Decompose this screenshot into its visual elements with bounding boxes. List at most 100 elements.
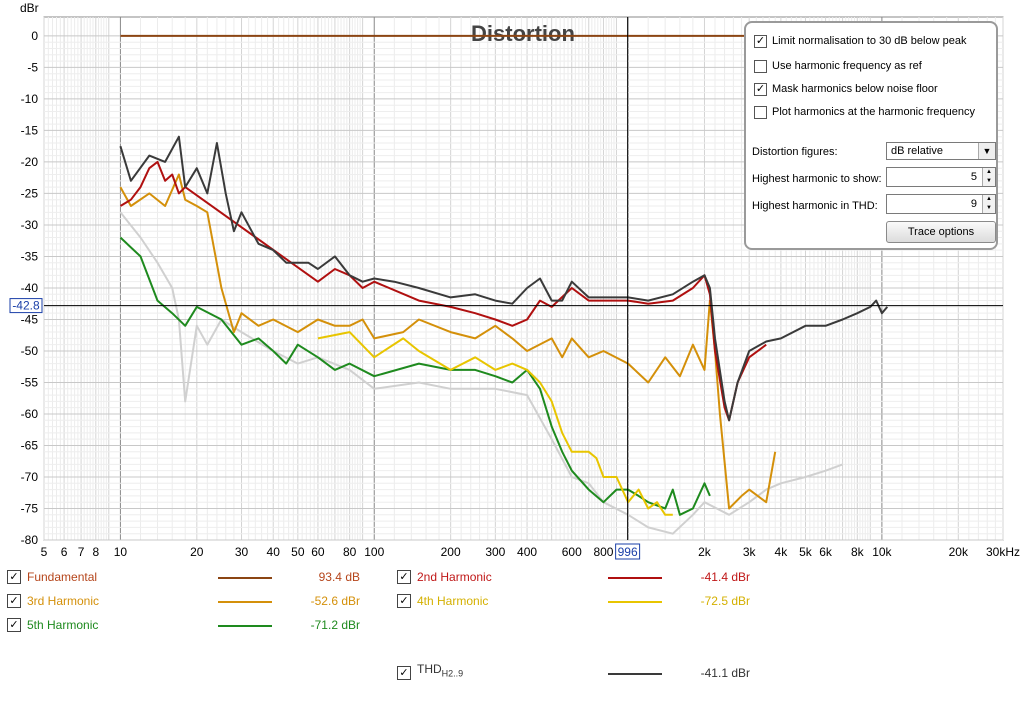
legend-fundamental-line [218, 577, 272, 579]
use-harmonic-ref-checkbox[interactable] [754, 60, 767, 73]
legend-third-harmonic-name: 3rd Harmonic [27, 594, 100, 608]
y-tick-label: -15 [21, 123, 39, 137]
y-tick-label: -55 [21, 375, 39, 389]
legend-thd-line [608, 673, 662, 675]
highest-harmonic-show-spinner[interactable]: 5 ▲ ▼ [886, 167, 996, 187]
legend-fourth-harmonic-name: 4th Harmonic [417, 594, 489, 608]
highest-harmonic-thd-label: Highest harmonic in THD: [752, 200, 878, 212]
legend-fifth-harmonic-line [218, 625, 272, 627]
legend-fourth-harmonic-line [608, 601, 662, 603]
y-tick-label: -60 [21, 407, 39, 421]
x-tick-label: 3k [743, 545, 757, 559]
y-tick-label: -45 [21, 312, 39, 326]
x-tick-label: 6 [61, 545, 68, 559]
x-tick-label: 6k [819, 545, 833, 559]
x-tick-label: 50 [291, 545, 305, 559]
x-tick-label: 8 [92, 545, 99, 559]
chevron-down-icon[interactable]: ▼ [978, 143, 995, 159]
thd-label: THD [417, 662, 442, 676]
y-tick-label: -10 [21, 92, 39, 106]
mask-harmonics-label: Mask harmonics below noise floor [772, 83, 938, 95]
x-tick-label: 400 [517, 545, 537, 559]
cursor-x-label: 996 [618, 545, 638, 559]
spin-up-icon[interactable]: ▲ [982, 195, 995, 204]
x-tick-label: 2k [698, 545, 712, 559]
x-tick-label: 20 [190, 545, 204, 559]
mask-harmonics-checkbox[interactable]: ✓ [754, 83, 767, 96]
x-tick-label: 5 [41, 545, 48, 559]
legend-fourth-harmonic-value: -72.5 dBr [700, 594, 750, 608]
y-tick-label: -80 [21, 533, 39, 547]
thd-subscript: H2..9 [441, 668, 464, 679]
x-tick-label: 20k [949, 545, 969, 559]
highest-harmonic-show-label: Highest harmonic to show: [752, 173, 882, 185]
legend-second-harmonic-name: 2nd Harmonic [417, 570, 492, 584]
series-thd [119, 135, 889, 422]
legend-thd-value: -41.1 dBr [700, 666, 750, 680]
thd-checkbox[interactable]: ✓ [397, 666, 411, 680]
spin-up-icon[interactable]: ▲ [982, 168, 995, 177]
x-tick-label: 200 [441, 545, 461, 559]
legend-fifth-harmonic-name: 5th Harmonic [27, 618, 99, 632]
x-tick-label: 300 [485, 545, 505, 559]
x-tick-label: 80 [343, 545, 357, 559]
x-tick-label: 600 [562, 545, 582, 559]
second-harmonic-checkbox[interactable]: ✓ [397, 570, 411, 584]
legend-fundamental-value: 93.4 dB [318, 570, 360, 584]
distortion-figures-value: dB relative [891, 145, 943, 157]
legend-second-harmonic-value: -41.4 dBr [700, 570, 750, 584]
y-tick-label: -35 [21, 249, 39, 263]
y-axis-unit: dBr [20, 1, 39, 15]
y-tick-label: -40 [21, 281, 39, 295]
series-5th-harmonic [119, 236, 711, 516]
cursor-y-box [9, 298, 43, 314]
x-tick-label: 800 [593, 545, 613, 559]
fourth-harmonic-checkbox[interactable]: ✓ [397, 594, 411, 608]
x-tick-label: 8k [851, 545, 865, 559]
highest-harmonic-show-value: 5 [970, 171, 977, 183]
y-tick-label: -25 [21, 186, 39, 200]
distortion-figures-select[interactable]: dB relative ▼ [886, 142, 996, 160]
x-tick-label: 30kHz [986, 545, 1020, 559]
spin-down-icon[interactable]: ▼ [982, 177, 995, 186]
trace-options-button[interactable]: Trace options [886, 221, 996, 243]
use-harmonic-ref-label: Use harmonic frequency as ref [772, 60, 922, 72]
highest-harmonic-thd-spinner[interactable]: 9 ▲ ▼ [886, 194, 996, 214]
series-higher-harmonics [119, 211, 843, 535]
legend-third-harmonic-value: -52.6 dBr [310, 594, 360, 608]
highest-harmonic-thd-value: 9 [970, 198, 977, 210]
distortion-figures-label: Distortion figures: [752, 146, 838, 158]
y-tick-label: 0 [31, 29, 38, 43]
plot-harmonics-checkbox[interactable] [754, 106, 767, 119]
y-tick-label: -20 [21, 155, 39, 169]
x-tick-label: 10k [872, 545, 892, 559]
x-tick-label: 100 [364, 545, 384, 559]
fundamental-checkbox[interactable]: ✓ [7, 570, 21, 584]
x-tick-label: 5k [799, 545, 813, 559]
legend-second-harmonic-line [608, 577, 662, 579]
chart-title: Distortion [471, 21, 575, 46]
x-tick-label: 4k [775, 545, 789, 559]
spin-down-icon[interactable]: ▼ [982, 204, 995, 213]
y-tick-label: -75 [21, 501, 39, 515]
y-tick-label: -65 [21, 438, 39, 452]
limit-normalisation-label: Limit normalisation to 30 dB below peak [772, 35, 967, 47]
third-harmonic-checkbox[interactable]: ✓ [7, 594, 21, 608]
legend-thd-name: THDH2..9 [417, 662, 463, 678]
fifth-harmonic-checkbox[interactable]: ✓ [7, 618, 21, 632]
series-4th-harmonic [317, 331, 673, 516]
x-tick-label: 40 [267, 545, 281, 559]
y-tick-label: -30 [21, 218, 39, 232]
y-tick-label: -70 [21, 470, 39, 484]
distortion-options-panel: ✓ Limit normalisation to 30 dB below pea… [744, 21, 998, 250]
legend-third-harmonic-line [218, 601, 272, 603]
y-tick-label: -50 [21, 344, 39, 358]
x-tick-label: 60 [311, 545, 325, 559]
legend-fundamental-name: Fundamental [27, 570, 98, 584]
x-tick-label: 7 [78, 545, 85, 559]
series-3rd-harmonic [119, 173, 777, 510]
limit-normalisation-checkbox[interactable]: ✓ [754, 35, 767, 48]
x-tick-label: 30 [235, 545, 249, 559]
y-tick-label: -5 [27, 60, 38, 74]
cursor-x-box [615, 543, 641, 560]
